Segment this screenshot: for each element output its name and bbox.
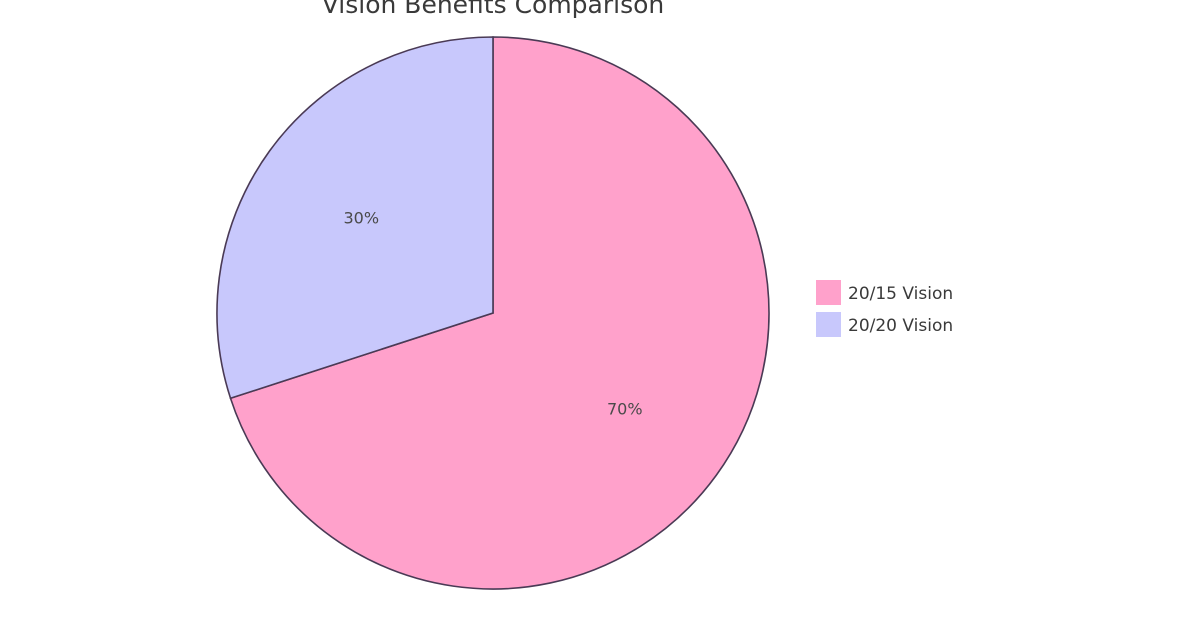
data-label-2: 30%: [343, 208, 379, 227]
pie-slices: [216, 36, 770, 590]
legend-swatch-2: [816, 312, 841, 337]
data-label-1: 70%: [607, 400, 643, 419]
legend-swatch-1: [816, 280, 841, 305]
legend-label-1: 20/15 Vision: [848, 284, 953, 304]
chart-title: Vision Benefits Comparison: [322, 0, 665, 19]
pie-data-labels: 70% 30%: [343, 208, 642, 418]
legend: 20/15 Vision 20/20 Vision: [816, 280, 953, 337]
pie-slice-2: [216, 36, 494, 400]
pie-slice-1: [229, 36, 770, 590]
legend-label-2: 20/20 Vision: [848, 316, 953, 336]
